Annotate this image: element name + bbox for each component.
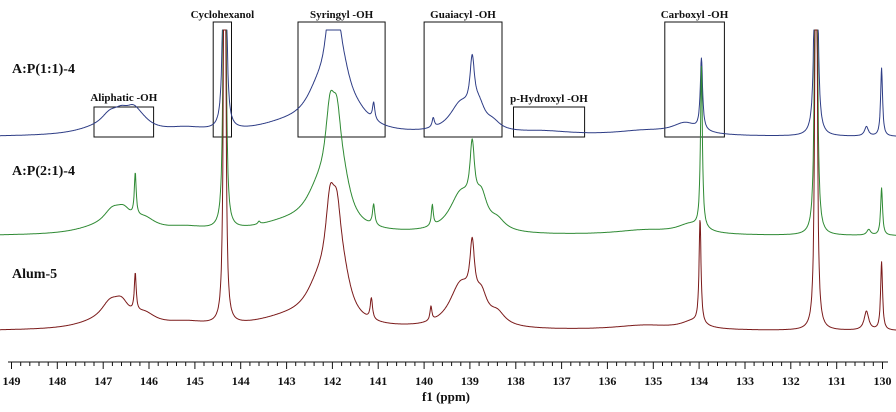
region-box — [664, 21, 725, 138]
x-axis: 149 148 147 146 145 144 143 142 141 140 139 138 137 1… — [3, 361, 892, 388]
x-tick-label: 144 — [232, 374, 250, 388]
spectra — [0, 29, 896, 331]
x-tick-label: 135 — [644, 374, 662, 388]
x-tick-label: 142 — [323, 374, 341, 388]
series-labels: A:P(1:1)-4 A:P(2:1)-4 Alum-5 — [12, 62, 75, 282]
x-tick-label: 132 — [782, 374, 800, 388]
spectrum-line — [0, 29, 896, 331]
x-tick-label: 149 — [3, 374, 21, 388]
x-tick-label: 133 — [736, 374, 754, 388]
region-box — [93, 106, 155, 138]
series-label: A:P(1:1)-4 — [12, 62, 75, 77]
region-box — [513, 106, 586, 138]
region-label: Cyclohexanol — [191, 9, 255, 21]
x-tick-label: 141 — [369, 374, 387, 388]
x-tick-label: 139 — [461, 374, 479, 388]
x-axis-title: f1 (ppm) — [422, 389, 470, 404]
x-tick-label: 148 — [48, 374, 66, 388]
x-tick-label: 130 — [874, 374, 892, 388]
region-label: Syringyl -OH — [310, 9, 374, 21]
x-tick-label: 140 — [415, 374, 433, 388]
series-label: Alum-5 — [12, 267, 57, 282]
x-tick-label: 146 — [140, 374, 158, 388]
region-label: Carboxyl -OH — [661, 9, 729, 21]
x-tick-label: 147 — [94, 374, 112, 388]
series-label: A:P(2:1)-4 — [12, 164, 75, 179]
x-tick-label: 145 — [186, 374, 204, 388]
region-box — [297, 21, 386, 138]
region-label: Guaiacyl -OH — [430, 9, 496, 21]
spectrum-line — [0, 29, 896, 137]
x-tick-label: 143 — [278, 374, 296, 388]
x-tick-label: 131 — [828, 374, 846, 388]
x-tick-label: 136 — [598, 374, 616, 388]
region-box — [423, 21, 503, 138]
x-tick-label: 138 — [507, 374, 525, 388]
spectrum-line — [0, 29, 896, 236]
x-tick-label: 137 — [553, 374, 571, 388]
x-tick-label: 134 — [690, 374, 708, 388]
region-annotations: Aliphatic -OH Cyclohexanol Syringyl -OH Gua… — [90, 9, 729, 138]
region-label: p-Hydroxyl -OH — [510, 93, 588, 105]
region-label: Aliphatic -OH — [90, 92, 157, 104]
